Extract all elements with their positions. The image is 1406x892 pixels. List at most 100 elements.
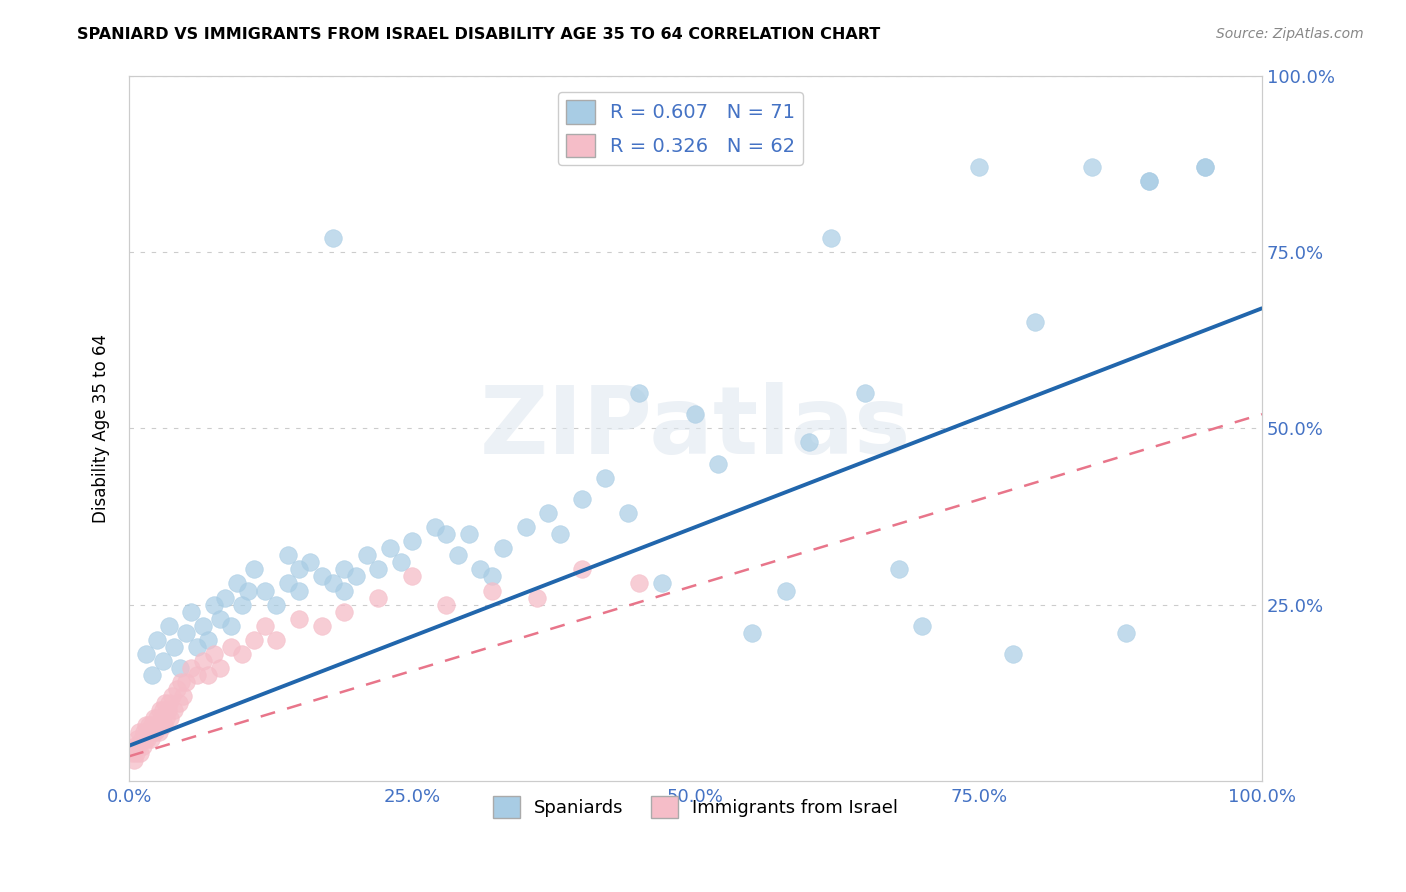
Point [214, 591, 236, 605]
Point [333, 562, 356, 576]
Point [180, 661, 202, 675]
Point [333, 583, 356, 598]
Point [157, 697, 180, 711]
Point [208, 612, 231, 626]
Point [153, 717, 176, 731]
Legend: Spaniards, Immigrants from Israel: Spaniards, Immigrants from Israel [485, 789, 905, 825]
Point [172, 690, 194, 704]
Point [146, 632, 169, 647]
Point [155, 710, 177, 724]
Point [288, 562, 311, 576]
Point [458, 527, 481, 541]
Point [820, 231, 842, 245]
Point [470, 562, 492, 576]
Point [157, 619, 180, 633]
Point [186, 668, 208, 682]
Point [571, 562, 593, 576]
Point [322, 231, 344, 245]
Point [322, 576, 344, 591]
Point [797, 435, 820, 450]
Point [1115, 625, 1137, 640]
Point [146, 710, 169, 724]
Point [367, 591, 389, 605]
Point [156, 703, 179, 717]
Point [169, 661, 191, 675]
Point [401, 569, 423, 583]
Point [159, 710, 181, 724]
Point [174, 625, 197, 640]
Point [253, 619, 276, 633]
Point [967, 160, 990, 174]
Point [191, 654, 214, 668]
Point [481, 583, 503, 598]
Point [434, 527, 457, 541]
Point [299, 555, 322, 569]
Text: SPANIARD VS IMMIGRANTS FROM ISRAEL DISABILITY AGE 35 TO 64 CORRELATION CHART: SPANIARD VS IMMIGRANTS FROM ISRAEL DISAB… [77, 27, 880, 42]
Point [125, 746, 148, 760]
Point [131, 739, 153, 753]
Point [208, 661, 231, 675]
Point [537, 506, 560, 520]
Y-axis label: Disability Age 35 to 64: Disability Age 35 to 64 [93, 334, 110, 523]
Text: ZIPatlas: ZIPatlas [479, 383, 911, 475]
Point [277, 548, 299, 562]
Point [378, 541, 401, 556]
Point [548, 527, 571, 541]
Point [138, 717, 160, 731]
Point [242, 632, 264, 647]
Point [141, 668, 163, 682]
Point [197, 632, 219, 647]
Point [1081, 160, 1104, 174]
Point [356, 548, 378, 562]
Point [889, 562, 911, 576]
Point [166, 682, 188, 697]
Point [311, 569, 333, 583]
Point [135, 647, 157, 661]
Point [180, 605, 202, 619]
Point [571, 491, 593, 506]
Point [627, 386, 650, 401]
Point [170, 675, 193, 690]
Point [167, 697, 190, 711]
Point [135, 717, 157, 731]
Point [142, 724, 165, 739]
Point [367, 562, 389, 576]
Point [127, 739, 149, 753]
Point [242, 562, 264, 576]
Text: Source: ZipAtlas.com: Source: ZipAtlas.com [1216, 27, 1364, 41]
Point [219, 619, 242, 633]
Point [266, 632, 288, 647]
Point [141, 717, 163, 731]
Point [481, 569, 503, 583]
Point [1024, 315, 1046, 329]
Point [129, 746, 152, 760]
Point [236, 583, 259, 598]
Point [131, 731, 153, 746]
Point [202, 647, 225, 661]
Point [143, 710, 166, 724]
Point [231, 647, 253, 661]
Point [446, 548, 468, 562]
Point [152, 654, 174, 668]
Point [174, 675, 197, 690]
Point [163, 703, 186, 717]
Point [434, 598, 457, 612]
Point [132, 724, 155, 739]
Point [1137, 174, 1160, 188]
Point [288, 583, 311, 598]
Point [197, 668, 219, 682]
Point [145, 717, 167, 731]
Point [160, 690, 183, 704]
Point [219, 640, 242, 654]
Point [492, 541, 515, 556]
Point [855, 386, 877, 401]
Point [707, 457, 730, 471]
Point [685, 407, 707, 421]
Point [344, 569, 367, 583]
Point [741, 625, 763, 640]
Point [150, 710, 173, 724]
Point [627, 576, 650, 591]
Point [143, 724, 166, 739]
Point [616, 506, 638, 520]
Point [288, 612, 311, 626]
